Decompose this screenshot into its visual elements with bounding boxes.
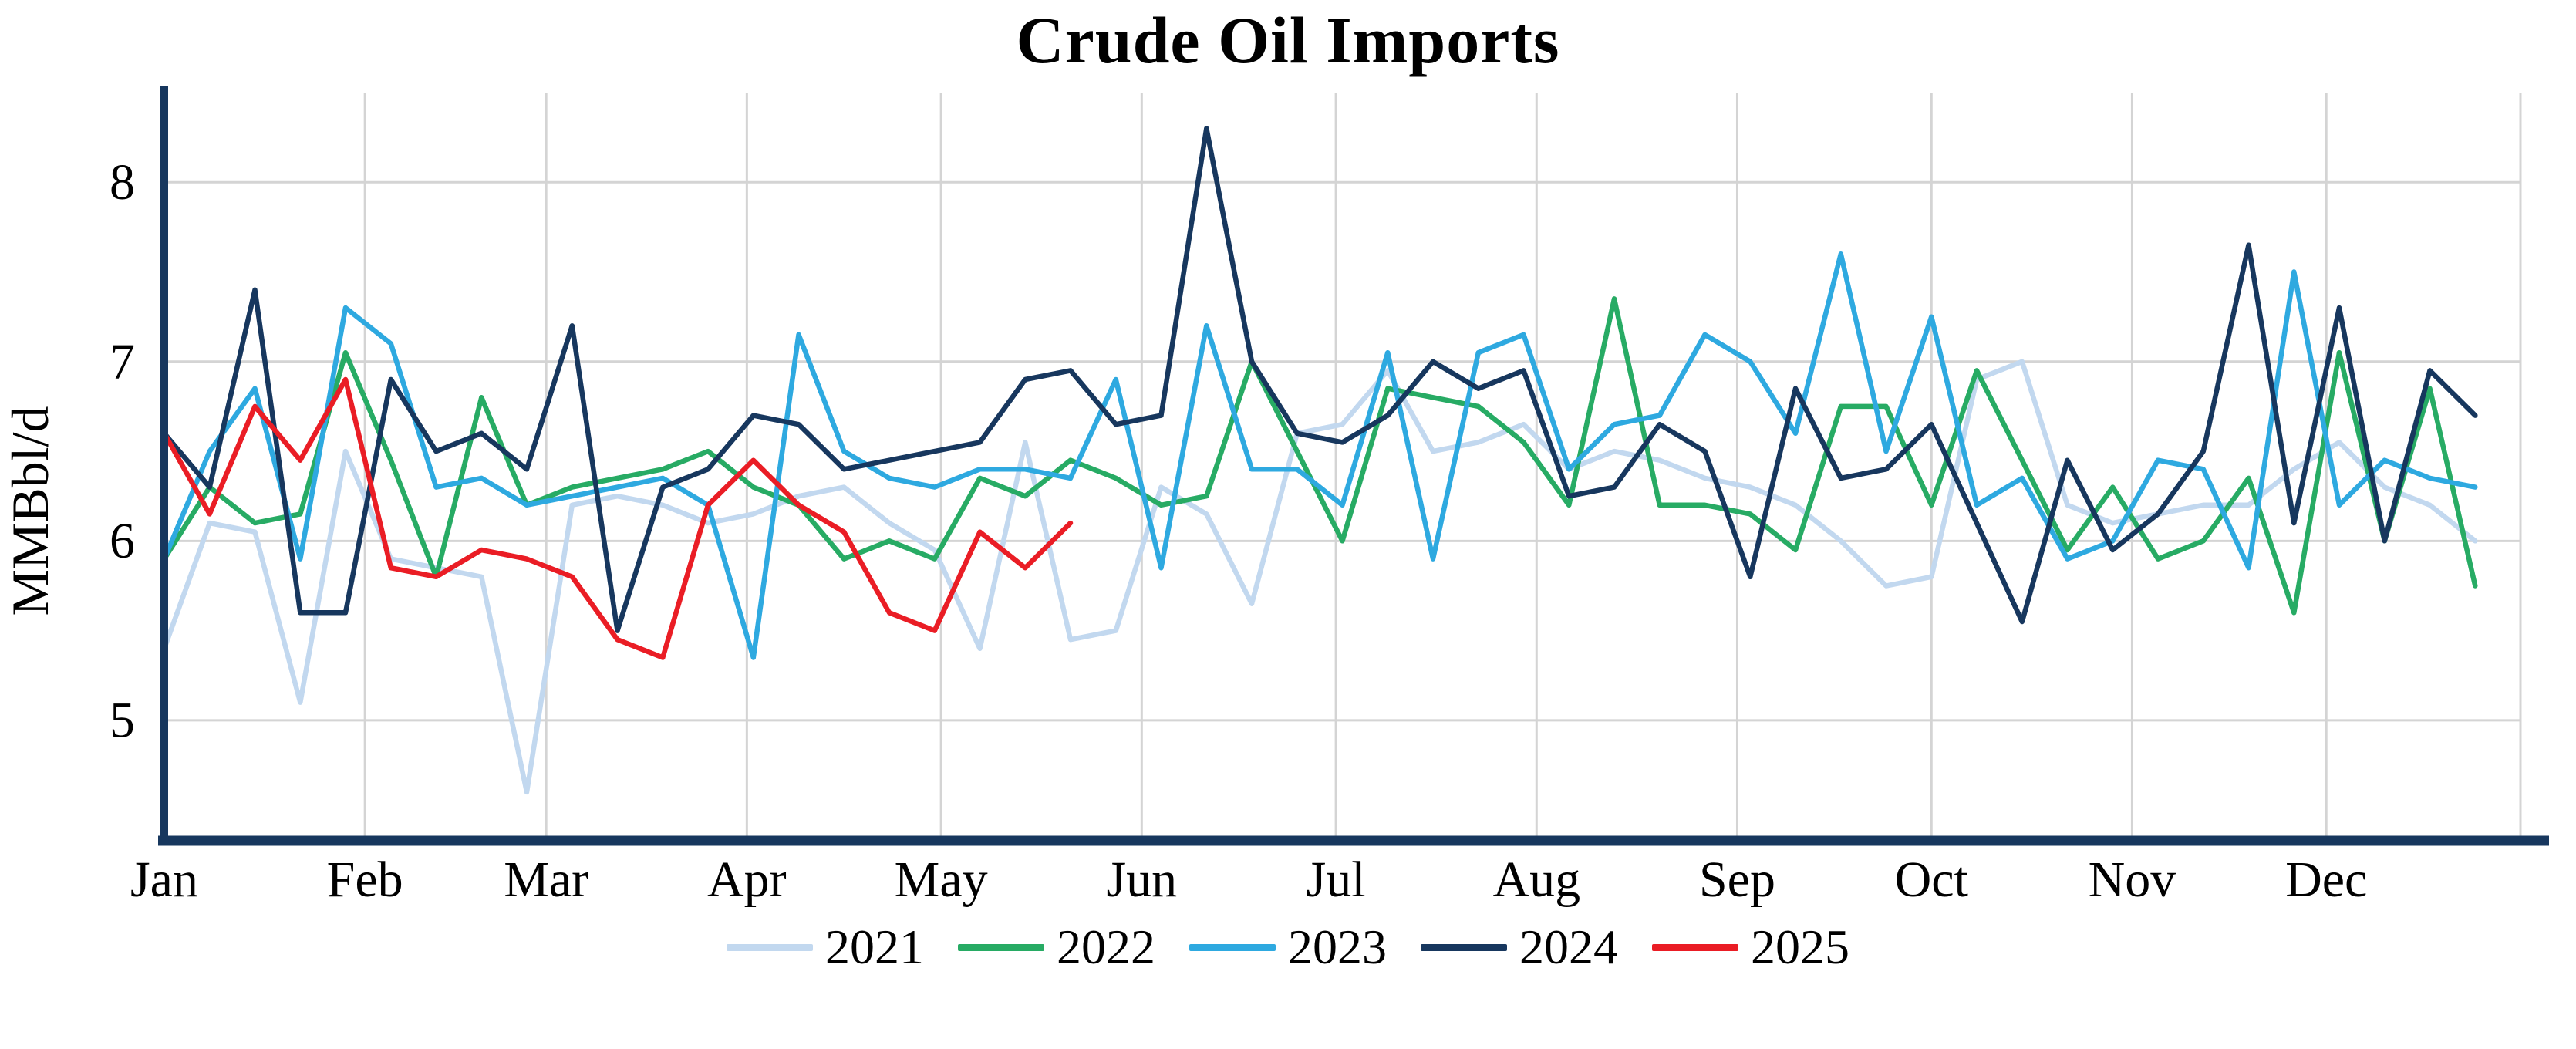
y-tick-label: 6: [110, 513, 135, 569]
legend-item-2021: 2021: [727, 923, 924, 972]
y-tick-label: 5: [110, 692, 135, 748]
chart-title: Crude Oil Imports: [1016, 3, 1560, 77]
x-tick-label-Oct: Oct: [1895, 852, 1968, 908]
series-line-2024: [161, 126, 2478, 633]
legend-item-2024: 2024: [1421, 923, 1618, 972]
legend-label-2025: 2025: [1751, 919, 1849, 974]
x-tick-label-Jan: Jan: [130, 852, 198, 908]
legend-label-2021: 2021: [825, 919, 924, 974]
y-axis-label: MMBbl/d: [1, 406, 59, 616]
series-line-2025: [161, 376, 1074, 660]
y-tick-label: 8: [110, 154, 135, 211]
legend-item-2022: 2022: [958, 923, 1155, 972]
legend-label-2022: 2022: [1057, 919, 1155, 974]
x-tick-label-Jun: Jun: [1106, 852, 1177, 908]
legend-label-2023: 2023: [1288, 919, 1387, 974]
legend-swatch-2023: [1189, 943, 1276, 951]
legend-item-2023: 2023: [1189, 923, 1387, 972]
legend-swatch-2022: [958, 943, 1044, 951]
series-line-2022: [161, 296, 2478, 616]
legend-swatch-2021: [727, 943, 813, 951]
series-line-2023: [161, 251, 2478, 660]
x-tick-label-Apr: Apr: [707, 852, 787, 908]
x-tick-label-Dec: Dec: [2285, 852, 2367, 908]
x-tick-label-Nov: Nov: [2089, 852, 2176, 908]
legend-swatch-2024: [1421, 943, 1507, 951]
legend: 2021 2022 2023 2024 2025: [0, 923, 2576, 972]
x-tick-label-Feb: Feb: [327, 852, 403, 908]
x-tick-label-Aug: Aug: [1492, 852, 1580, 908]
x-tick-label-Sep: Sep: [1699, 852, 1775, 908]
series-line-2021: [161, 359, 2478, 795]
x-tick-label-Jul: Jul: [1307, 852, 1366, 908]
x-tick-label-May: May: [895, 852, 988, 908]
y-tick-label: 7: [110, 333, 135, 390]
legend-item-2025: 2025: [1652, 923, 1849, 972]
legend-swatch-2025: [1652, 943, 1738, 951]
x-tick-label-Mar: Mar: [504, 852, 588, 908]
legend-label-2024: 2024: [1519, 919, 1618, 974]
